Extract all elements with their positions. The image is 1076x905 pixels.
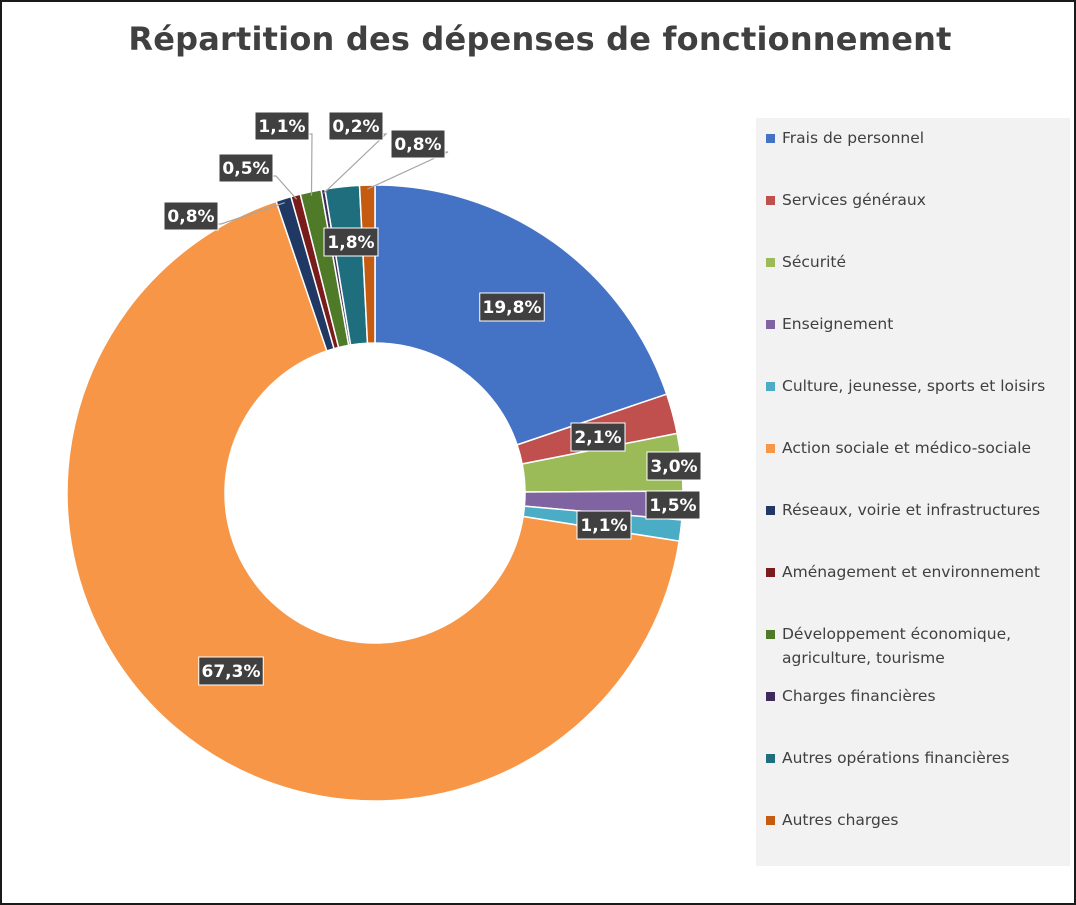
data-label-box <box>479 292 545 322</box>
chart-legend: Frais de personnel Services généraux Sécur… <box>756 118 1070 866</box>
data-label-text: 0,5% <box>222 159 269 179</box>
legend-label: Sécurité <box>782 250 846 274</box>
data-label-box <box>254 111 310 141</box>
legend-label: Autres opérations financières <box>782 746 1009 770</box>
data-label-box <box>576 510 632 540</box>
data-label-text: 1,1% <box>580 516 627 536</box>
legend-item-autres-operations-financieres: Autres opérations financières <box>766 746 1066 770</box>
data-label-box <box>198 656 264 686</box>
legend-swatch <box>766 568 775 577</box>
legend-label-line: agriculture, tourisme <box>782 649 945 667</box>
data-label-box <box>218 153 274 183</box>
legend-swatch <box>766 382 775 391</box>
legend-label-line: Charges financières <box>782 687 936 705</box>
legend-label: Réseaux, voirie et infrastructures <box>782 498 1040 522</box>
legend-label: Enseignement <box>782 312 893 336</box>
data-label-services-generaux: 2,1% <box>570 422 626 452</box>
legend-label-line: Services généraux <box>782 191 926 209</box>
legend-label: Développement économique, agriculture, to… <box>782 622 1011 670</box>
data-label-autres-charges: 0,8% <box>390 129 446 159</box>
legend-swatch <box>766 320 775 329</box>
legend-label-line: Réseaux, voirie et infrastructures <box>782 501 1041 519</box>
slice-action-sociale-et-medico-sociale <box>66 200 681 802</box>
legend-swatch <box>766 816 775 825</box>
legend-label-line: Aménagement et environnement <box>782 563 1041 581</box>
data-label-text: 19,8% <box>483 298 542 318</box>
data-label-text: 0,2% <box>332 117 379 137</box>
legend-item-developpement-economique-agriculture-tourisme: Développement économique, agriculture, to… <box>766 622 1066 670</box>
legend-swatch <box>766 630 775 639</box>
data-label-text: 1,8% <box>327 233 374 253</box>
legend-item-services-generaux: Services généraux <box>766 188 1066 212</box>
legend-swatch <box>766 754 775 763</box>
data-label-text: 67,3% <box>202 662 261 682</box>
legend-label: Action sociale et médico-sociale <box>782 436 1031 460</box>
data-label-frais-de-personnel: 19,8% <box>479 292 545 322</box>
legend-label-line: Développement économique, <box>782 625 1012 643</box>
legend-item-securite: Sécurité <box>766 250 1066 274</box>
data-label-box <box>323 227 379 257</box>
legend-label-line: Action sociale et médico-sociale <box>782 439 1032 457</box>
legend-label-line: Autres charges <box>782 811 899 829</box>
legend-item-amenagement-et-environnement: Aménagement et environnement <box>766 560 1066 584</box>
data-label-charges-financieres: 0,2% <box>328 111 384 141</box>
legend-item-charges-financieres: Charges financières <box>766 684 1066 708</box>
legend-label: Aménagement et environnement <box>782 560 1040 584</box>
legend-item-culture-jeunesse-sports-et-loisirs: Culture, jeunesse, sports et loisirs <box>766 374 1066 398</box>
data-label-culture-jeunesse-sports-et-loisirs: 1,1% <box>576 510 632 540</box>
legend-label-line: Culture, jeunesse, sports et loisirs <box>782 377 1046 395</box>
chart-title: Répartition des dépenses de fonctionneme… <box>128 20 952 58</box>
data-label-box <box>390 129 446 159</box>
legend-label: Frais de personnel <box>782 126 924 150</box>
legend-swatch <box>766 258 775 267</box>
data-label-box <box>328 111 384 141</box>
data-label-reseaux-voirie-et-infrastructures: 0,8% <box>163 201 219 231</box>
data-label-box <box>646 451 702 481</box>
legend-label-line: Enseignement <box>782 315 894 333</box>
legend-item-autres-charges: Autres charges <box>766 808 1066 832</box>
legend-item-action-sociale-et-medico-sociale: Action sociale et médico-sociale <box>766 436 1066 460</box>
legend-swatch <box>766 506 775 515</box>
data-label-box <box>645 490 701 520</box>
data-label-text: 1,1% <box>258 117 305 137</box>
data-label-text: 1,5% <box>649 496 696 516</box>
legend-label-line: Frais de personnel <box>782 129 925 147</box>
legend-item-frais-de-personnel: Frais de personnel <box>766 126 1066 150</box>
data-label-developpement-economique-agriculture-tourisme: 1,1% <box>254 111 310 141</box>
slice-autres-charges <box>358 184 376 344</box>
data-label-action-sociale-et-medico-sociale: 67,3% <box>198 656 264 686</box>
legend-label-line: Sécurité <box>782 253 847 271</box>
data-label-text: 3,0% <box>650 457 697 477</box>
legend-label-line: Autres opérations financières <box>782 749 1010 767</box>
legend-swatch <box>766 134 775 143</box>
legend-label: Autres charges <box>782 808 898 832</box>
legend-swatch <box>766 692 775 701</box>
data-label-text: 2,1% <box>574 428 621 448</box>
legend-label: Charges financières <box>782 684 936 708</box>
leader-line-developpement-economique-agriculture-tourisme <box>304 133 313 196</box>
data-label-box <box>570 422 626 452</box>
data-label-amenagement-et-environnement: 0,5% <box>218 153 274 183</box>
data-label-securite: 3,0% <box>646 451 702 481</box>
legend-item-reseaux-voirie-et-infrastructures: Réseaux, voirie et infrastructures <box>766 498 1066 522</box>
data-label-autres-operations-financieres: 1,8% <box>323 227 379 257</box>
legend-label: Services généraux <box>782 188 926 212</box>
legend-label: Culture, jeunesse, sports et loisirs <box>782 374 1045 398</box>
data-label-enseignement: 1,5% <box>645 490 701 520</box>
legend-swatch <box>766 196 775 205</box>
legend-swatch <box>766 444 775 453</box>
data-label-box <box>163 201 219 231</box>
data-label-text: 0,8% <box>167 207 214 227</box>
legend-item-enseignement: Enseignement <box>766 312 1066 336</box>
data-label-text: 0,8% <box>394 135 441 155</box>
